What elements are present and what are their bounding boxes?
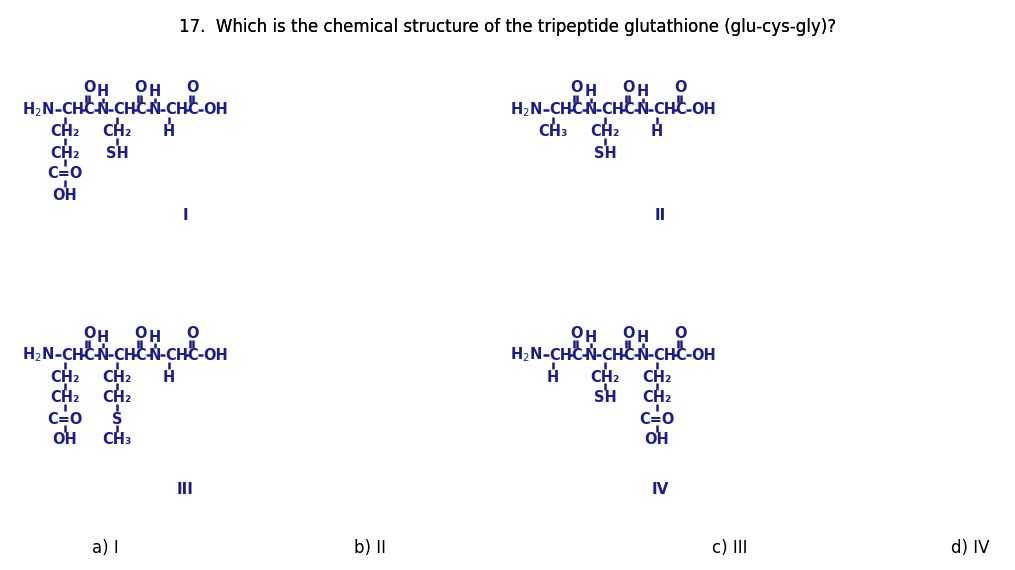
Text: I: I xyxy=(182,207,188,222)
Text: CH: CH xyxy=(113,348,136,363)
Text: CH: CH xyxy=(549,348,572,363)
Text: OH: OH xyxy=(53,433,77,447)
Text: CH₂: CH₂ xyxy=(103,124,132,140)
Text: CH₂: CH₂ xyxy=(642,390,672,405)
Text: C: C xyxy=(623,103,634,117)
Text: C: C xyxy=(188,348,198,363)
Text: CH: CH xyxy=(61,103,84,117)
Text: C: C xyxy=(571,348,583,363)
Text: O: O xyxy=(675,80,687,96)
Text: C: C xyxy=(83,348,94,363)
Text: SH: SH xyxy=(594,145,616,161)
Text: CH₂: CH₂ xyxy=(103,369,132,385)
Text: H: H xyxy=(149,84,161,100)
Text: c) III: c) III xyxy=(713,539,748,557)
Text: H: H xyxy=(636,84,650,100)
Text: H: H xyxy=(585,329,597,344)
Text: H: H xyxy=(162,124,176,140)
Text: b) II: b) II xyxy=(354,539,386,557)
Text: SH: SH xyxy=(594,390,616,405)
Text: H: H xyxy=(636,329,650,344)
Text: CH: CH xyxy=(165,103,188,117)
Text: C: C xyxy=(136,348,146,363)
Text: N: N xyxy=(585,348,597,363)
Text: N: N xyxy=(149,348,161,363)
Text: CH₂: CH₂ xyxy=(51,145,80,161)
Text: III: III xyxy=(177,482,194,498)
Text: O: O xyxy=(83,80,95,96)
Text: CH₂: CH₂ xyxy=(103,390,132,405)
Text: H: H xyxy=(651,124,663,140)
Text: O: O xyxy=(135,80,147,96)
Text: H: H xyxy=(585,84,597,100)
Text: H: H xyxy=(547,369,559,385)
Text: O: O xyxy=(675,325,687,340)
Text: CH: CH xyxy=(653,103,676,117)
Text: CH: CH xyxy=(653,348,676,363)
Text: H: H xyxy=(96,329,110,344)
Text: OH: OH xyxy=(691,348,716,363)
Text: C: C xyxy=(136,103,146,117)
Text: OH: OH xyxy=(645,433,669,447)
Text: SH: SH xyxy=(106,145,128,161)
Text: CH₂: CH₂ xyxy=(51,124,80,140)
Text: CH₃: CH₃ xyxy=(103,433,132,447)
Text: O: O xyxy=(570,80,584,96)
Text: H: H xyxy=(96,84,110,100)
Text: 17.  Which is the chemical structure of the tripeptide glutathione (glu-cys-gly): 17. Which is the chemical structure of t… xyxy=(180,18,836,36)
Text: C: C xyxy=(676,103,686,117)
Text: a) I: a) I xyxy=(91,539,119,557)
Text: N: N xyxy=(636,103,650,117)
Text: OH: OH xyxy=(53,188,77,202)
Text: II: II xyxy=(655,207,666,222)
Text: CH: CH xyxy=(549,103,572,117)
Text: CH: CH xyxy=(113,103,136,117)
Text: CH₂: CH₂ xyxy=(591,124,620,140)
Text: N: N xyxy=(585,103,597,117)
Text: CH₂: CH₂ xyxy=(51,390,80,405)
Text: C=O: C=O xyxy=(639,412,675,426)
Text: S: S xyxy=(112,412,122,426)
Text: C: C xyxy=(623,348,634,363)
Text: OH: OH xyxy=(203,348,227,363)
Text: C=O: C=O xyxy=(48,412,82,426)
Text: O: O xyxy=(570,325,584,340)
Text: CH: CH xyxy=(601,103,624,117)
Text: H$_2$N: H$_2$N xyxy=(22,101,55,119)
Text: OH: OH xyxy=(203,103,227,117)
Text: H: H xyxy=(149,329,161,344)
Text: O: O xyxy=(623,325,635,340)
Text: N: N xyxy=(636,348,650,363)
Text: CH₂: CH₂ xyxy=(591,369,620,385)
Text: IV: IV xyxy=(652,482,669,498)
Text: O: O xyxy=(187,325,199,340)
Text: H$_2$N: H$_2$N xyxy=(510,345,542,364)
Text: C=O: C=O xyxy=(48,166,82,181)
Text: CH₂: CH₂ xyxy=(51,369,80,385)
Text: N: N xyxy=(149,103,161,117)
Text: CH₃: CH₃ xyxy=(538,124,567,140)
Text: O: O xyxy=(83,325,95,340)
Text: H: H xyxy=(162,369,176,385)
Text: C: C xyxy=(83,103,94,117)
Text: C: C xyxy=(571,103,583,117)
Text: H$_2$N: H$_2$N xyxy=(22,345,55,364)
Text: C: C xyxy=(676,348,686,363)
Text: C: C xyxy=(188,103,198,117)
Text: O: O xyxy=(187,80,199,96)
Text: N: N xyxy=(96,348,110,363)
Text: 17.  Which is the chemical structure of the tripeptide glutathione (glu-cys-gly): 17. Which is the chemical structure of t… xyxy=(180,18,836,36)
Text: CH: CH xyxy=(61,348,84,363)
Text: N: N xyxy=(96,103,110,117)
Text: O: O xyxy=(135,325,147,340)
Text: CH₂: CH₂ xyxy=(642,369,672,385)
Text: O: O xyxy=(623,80,635,96)
Text: OH: OH xyxy=(691,103,716,117)
Text: H$_2$N: H$_2$N xyxy=(510,101,542,119)
Text: CH: CH xyxy=(601,348,624,363)
Text: CH: CH xyxy=(165,348,188,363)
Text: d) IV: d) IV xyxy=(951,539,990,557)
